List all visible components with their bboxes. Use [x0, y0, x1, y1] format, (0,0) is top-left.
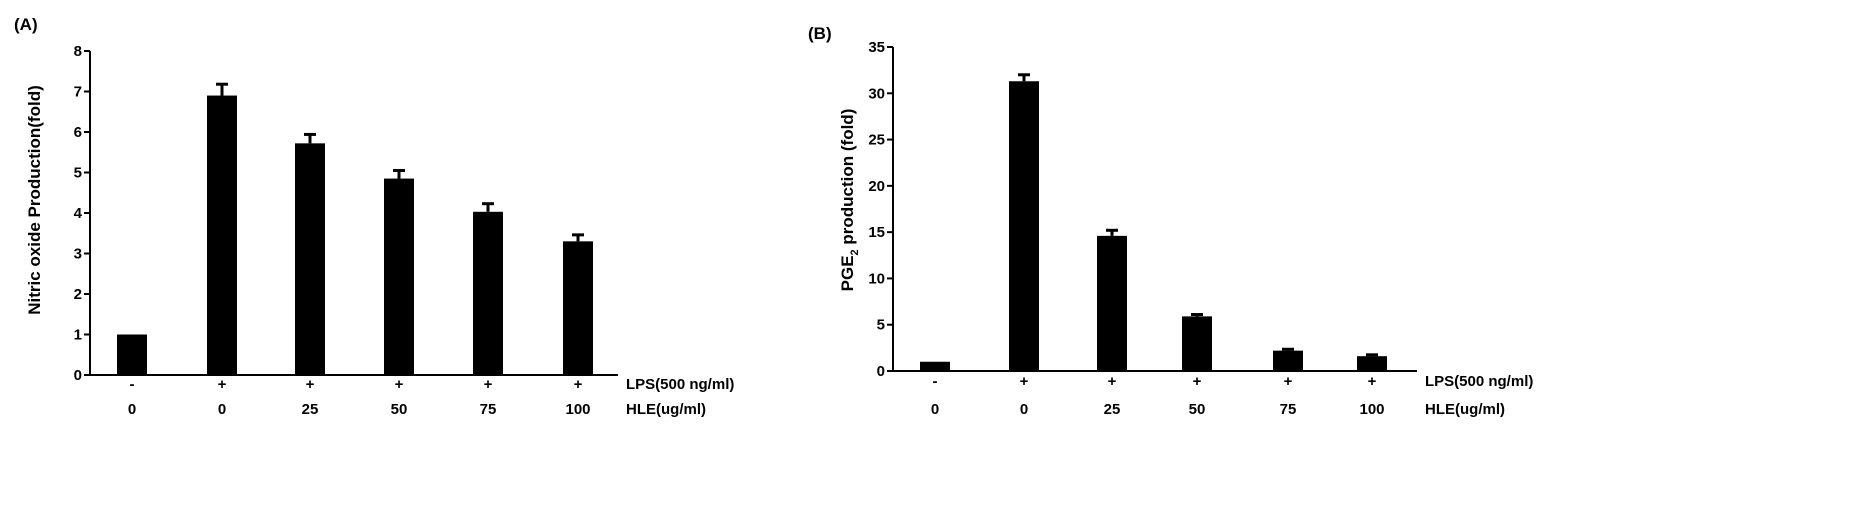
lps-row-label: LPS(500 ng/ml) [626, 376, 734, 393]
hle-value: 0 [128, 401, 136, 418]
lps-value: + [1020, 373, 1029, 390]
y-tick-label: 5 [74, 165, 82, 182]
y-axis-label: PGE2 production (fold) [838, 109, 861, 292]
y-tick-label: 5 [877, 317, 885, 334]
bar [384, 178, 414, 375]
y-tick-label: 1 [74, 327, 82, 344]
chart-panel-a: (A) 0 1 2 3 4 5 6 7 8 Nitric oxide Production(fold… [14, 15, 734, 418]
y-tick-label: 4 [74, 205, 83, 222]
hle-value: 100 [1359, 401, 1384, 418]
hle-value: 50 [1189, 401, 1206, 418]
y-tick-label: 20 [868, 178, 885, 195]
bar [117, 334, 147, 375]
y-tick-label: 0 [74, 367, 82, 384]
panel-label: (B) [808, 24, 832, 43]
y-tick-label: 15 [868, 224, 885, 241]
lps-value: - [130, 376, 135, 393]
y-tick-label: 6 [74, 124, 82, 141]
y-tick-label: 35 [868, 39, 885, 56]
lps-value: + [1368, 373, 1377, 390]
bar [1009, 81, 1039, 371]
lps-value: + [1193, 373, 1202, 390]
bar [207, 95, 237, 376]
bar [295, 143, 325, 375]
hle-value: 75 [480, 401, 497, 418]
hle-value: 100 [565, 401, 590, 418]
bar [1097, 235, 1127, 371]
hle-value: 0 [218, 401, 226, 418]
hle-value: 75 [1280, 401, 1297, 418]
y-tick-label: 3 [74, 246, 82, 263]
lps-value: + [395, 376, 404, 393]
y-tick-label: 7 [74, 84, 82, 101]
y-tick-label: 10 [868, 270, 885, 287]
hle-value: 50 [391, 401, 408, 418]
hle-value: 25 [1104, 401, 1121, 418]
y-axis-label: Nitric oxide Production(fold) [25, 85, 44, 315]
lps-value: + [484, 376, 493, 393]
panel-label: (A) [14, 15, 38, 34]
y-tick-label: 8 [74, 43, 82, 60]
lps-value: + [574, 376, 583, 393]
lps-value: + [218, 376, 227, 393]
lps-value: + [1284, 373, 1293, 390]
bar [1357, 356, 1387, 371]
lps-value: - [933, 373, 938, 390]
y-tick-label: 2 [74, 286, 82, 303]
lps-row-label: LPS(500 ng/ml) [1425, 373, 1533, 390]
lps-value: + [1108, 373, 1117, 390]
lps-value: + [306, 376, 315, 393]
bar [563, 241, 593, 375]
hle-value: 0 [1020, 401, 1028, 418]
bar [1273, 350, 1303, 371]
hle-row-label: HLE(ug/ml) [626, 401, 706, 418]
y-tick-label: 30 [868, 85, 885, 102]
hle-value: 25 [302, 401, 319, 418]
chart-panel-b: (B) 0 5 10 15 20 25 30 35 PGE2 production (fold) -… [808, 24, 1533, 418]
bar [473, 211, 503, 375]
bar [920, 361, 950, 371]
hle-value: 0 [931, 401, 939, 418]
y-tick-label: 0 [877, 363, 885, 380]
hle-row-label: HLE(ug/ml) [1425, 401, 1505, 418]
bar [1182, 316, 1212, 371]
y-tick-label: 25 [868, 132, 885, 149]
